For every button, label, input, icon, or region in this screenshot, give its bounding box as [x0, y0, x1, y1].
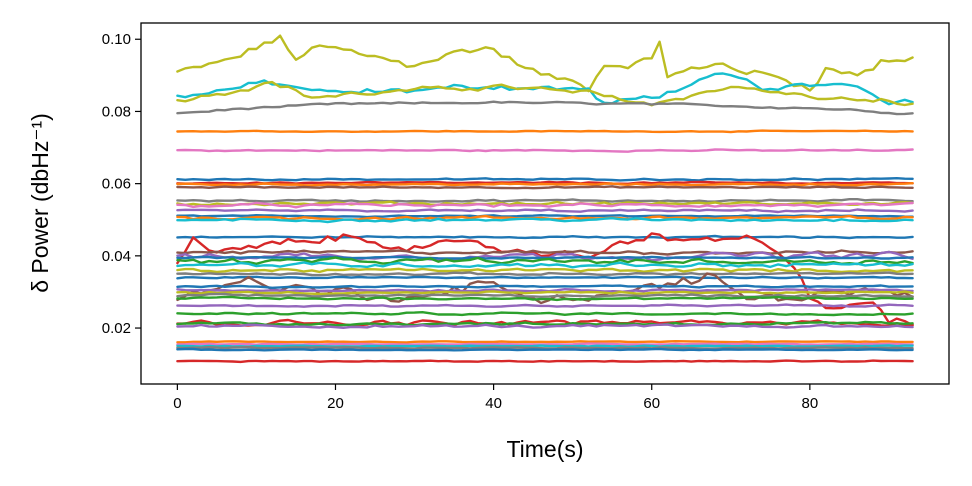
- series-line-37: [176, 320, 914, 327]
- series-line-11: [176, 197, 914, 203]
- series-line-41: [176, 344, 914, 348]
- series-line-30: [176, 288, 914, 294]
- series-line-44: [176, 359, 914, 364]
- series-line-1: [176, 34, 914, 93]
- series-line-23: [176, 256, 914, 266]
- series-line-2: [176, 72, 914, 106]
- series-line-26: [176, 271, 914, 277]
- series-line-19: [176, 232, 914, 327]
- series-line-10: [176, 185, 914, 190]
- y-tick-label: 0.02: [102, 320, 131, 337]
- series-line-22: [176, 255, 914, 260]
- y-axis: 0.02 0.04 0.06 0.08 0.10: [102, 31, 141, 337]
- y-tick-label: 0.06: [102, 176, 131, 193]
- x-axis-label: Time(s): [506, 436, 583, 462]
- x-tick-label: 60: [643, 395, 660, 412]
- series-line-17: [176, 216, 914, 224]
- series-line-3: [176, 80, 914, 107]
- series-line-5: [176, 129, 914, 134]
- series-line-42: [176, 345, 914, 350]
- series-line-31: [176, 290, 914, 296]
- series-line-35: [176, 311, 914, 317]
- series-line-43: [176, 347, 914, 352]
- y-axis-label: δ Power (dbHz⁻¹): [27, 113, 53, 293]
- series-line-4: [176, 100, 914, 116]
- series-line-40: [176, 342, 914, 346]
- series-line-9: [176, 181, 914, 187]
- y-tick-label: 0.10: [102, 31, 131, 48]
- series-line-14: [176, 208, 914, 214]
- series-line-15: [176, 213, 914, 219]
- x-tick-label: 20: [327, 395, 344, 412]
- series-line-18: [176, 234, 914, 240]
- x-tick-label: 80: [802, 395, 819, 412]
- x-tick-label: 40: [485, 395, 502, 412]
- series-line-20: [176, 249, 914, 256]
- series-line-32: [176, 292, 914, 298]
- x-axis: 0 20 40 60 80: [173, 384, 818, 412]
- series-line-34: [176, 303, 914, 308]
- y-tick-label: 0.08: [102, 103, 131, 120]
- series-line-28: [176, 272, 914, 305]
- series-line-27: [176, 275, 914, 280]
- series-line-7: [176, 176, 914, 182]
- series-line-33: [176, 295, 914, 302]
- x-tick-label: 0: [173, 395, 181, 412]
- series-line-38: [176, 323, 914, 329]
- series-line-29: [176, 284, 914, 289]
- series-line-6: [176, 148, 914, 153]
- y-tick-label: 0.04: [102, 248, 131, 265]
- series-line-25: [176, 267, 914, 274]
- series-line-13: [176, 201, 914, 209]
- series-line-39: [176, 340, 914, 344]
- plot-frame: [140, 22, 950, 385]
- series-lines: [176, 34, 914, 364]
- series-line-24: [176, 261, 914, 269]
